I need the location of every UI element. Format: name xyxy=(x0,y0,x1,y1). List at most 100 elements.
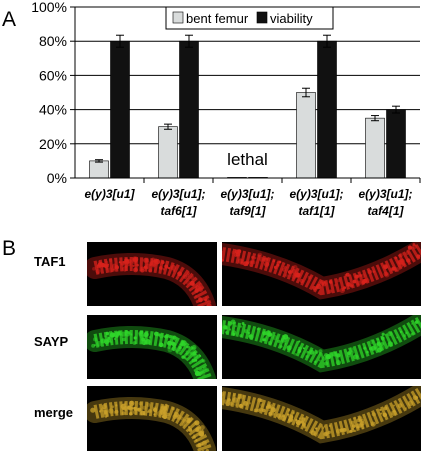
signal-speck xyxy=(201,440,207,446)
signal-speck xyxy=(202,366,207,371)
signal-speck xyxy=(187,345,191,349)
signal-speck xyxy=(286,413,290,416)
signal-speck xyxy=(331,351,337,357)
signal-speck xyxy=(352,279,357,284)
signal-speck xyxy=(143,332,149,337)
signal-speck xyxy=(373,343,379,348)
signal-speck xyxy=(100,407,106,412)
signal-speck xyxy=(108,408,114,414)
signal-speck xyxy=(349,429,353,433)
signal-speck xyxy=(339,287,345,293)
signal-speck xyxy=(138,401,143,406)
signal-speck xyxy=(142,405,147,410)
signal-speck xyxy=(98,410,102,413)
signal-speck xyxy=(145,339,151,345)
signal-speck xyxy=(188,426,191,429)
signal-speck xyxy=(142,410,146,414)
bar-viability xyxy=(386,109,406,179)
signal-speck xyxy=(146,410,149,414)
signal-speck xyxy=(383,271,388,277)
signal-speck xyxy=(123,402,127,406)
signal-speck xyxy=(412,395,418,401)
signal-speck xyxy=(314,360,317,364)
signal-speck xyxy=(172,269,176,273)
signal-speck xyxy=(238,393,243,399)
signal-speck xyxy=(195,427,200,431)
signal-speck xyxy=(359,419,362,422)
signal-speck xyxy=(398,253,403,258)
signal-speck xyxy=(95,268,101,274)
signal-speck xyxy=(239,334,243,338)
signal-speck xyxy=(298,417,301,420)
signal-speck xyxy=(194,294,198,298)
signal-speck xyxy=(162,410,167,415)
signal-speck xyxy=(186,351,192,357)
signal-speck xyxy=(164,334,169,339)
signal-speck xyxy=(306,350,310,354)
signal-speck xyxy=(382,412,388,418)
signal-speck xyxy=(282,267,286,272)
chromosome-bands xyxy=(222,317,421,369)
signal-speck xyxy=(393,404,396,407)
signal-speck xyxy=(347,354,351,358)
signal-speck xyxy=(398,260,403,265)
signal-speck xyxy=(232,397,239,403)
signal-speck xyxy=(121,331,127,337)
signal-speck xyxy=(172,342,177,347)
signal-speck xyxy=(181,340,187,346)
signal-speck xyxy=(339,428,344,433)
signal-speck xyxy=(194,286,198,290)
signal-speck xyxy=(384,265,388,269)
y-tick-label: 40% xyxy=(39,102,67,118)
signal-speck xyxy=(144,264,151,270)
merge-image-right xyxy=(222,386,421,451)
signal-speck xyxy=(121,411,126,416)
signal-speck xyxy=(132,264,135,268)
signal-speck xyxy=(266,403,273,409)
signal-speck xyxy=(133,263,137,266)
legend-box xyxy=(165,6,334,30)
signal-speck xyxy=(198,287,203,292)
signal-speck xyxy=(354,274,359,279)
signal-speck xyxy=(315,427,318,430)
signal-speck xyxy=(286,345,292,351)
signal-speck xyxy=(323,432,328,437)
signal-speck xyxy=(222,258,224,262)
signal-speck xyxy=(167,340,173,346)
x-tick-label: e(y)3[u1]; xyxy=(289,187,343,201)
y-tick-label: 0% xyxy=(47,170,67,186)
signal-speck xyxy=(153,413,156,416)
signal-speck xyxy=(336,353,341,358)
signal-speck xyxy=(309,349,315,355)
signal-speck xyxy=(105,267,109,270)
signal-speck xyxy=(301,422,306,427)
signal-speck xyxy=(353,354,359,360)
signal-speck xyxy=(111,263,118,270)
signal-speck xyxy=(96,340,102,347)
signal-speck xyxy=(148,268,153,273)
x-tick-label: e(y)3[u1]; xyxy=(220,187,274,201)
signal-speck xyxy=(205,448,209,451)
signal-speck xyxy=(234,403,238,406)
signal-speck xyxy=(228,321,233,326)
signal-speck xyxy=(406,258,411,263)
signal-speck xyxy=(298,346,302,351)
chromosome-bands xyxy=(93,401,212,451)
legend-swatch xyxy=(256,11,268,24)
signal-speck xyxy=(310,430,316,436)
signal-speck xyxy=(192,435,196,439)
signal-speck xyxy=(416,254,421,259)
signal-speck xyxy=(353,416,357,420)
signal-speck xyxy=(402,262,405,266)
signal-speck xyxy=(327,430,331,435)
signal-speck xyxy=(384,272,390,278)
sayp-image-left xyxy=(87,315,217,379)
legend-label: bent femur xyxy=(186,11,249,26)
signal-speck xyxy=(198,297,203,303)
signal-speck xyxy=(159,266,163,270)
signal-speck xyxy=(302,347,305,350)
signal-speck xyxy=(153,258,158,263)
signal-speck xyxy=(387,341,393,347)
signal-speck xyxy=(195,366,199,370)
signal-speck xyxy=(121,337,126,342)
